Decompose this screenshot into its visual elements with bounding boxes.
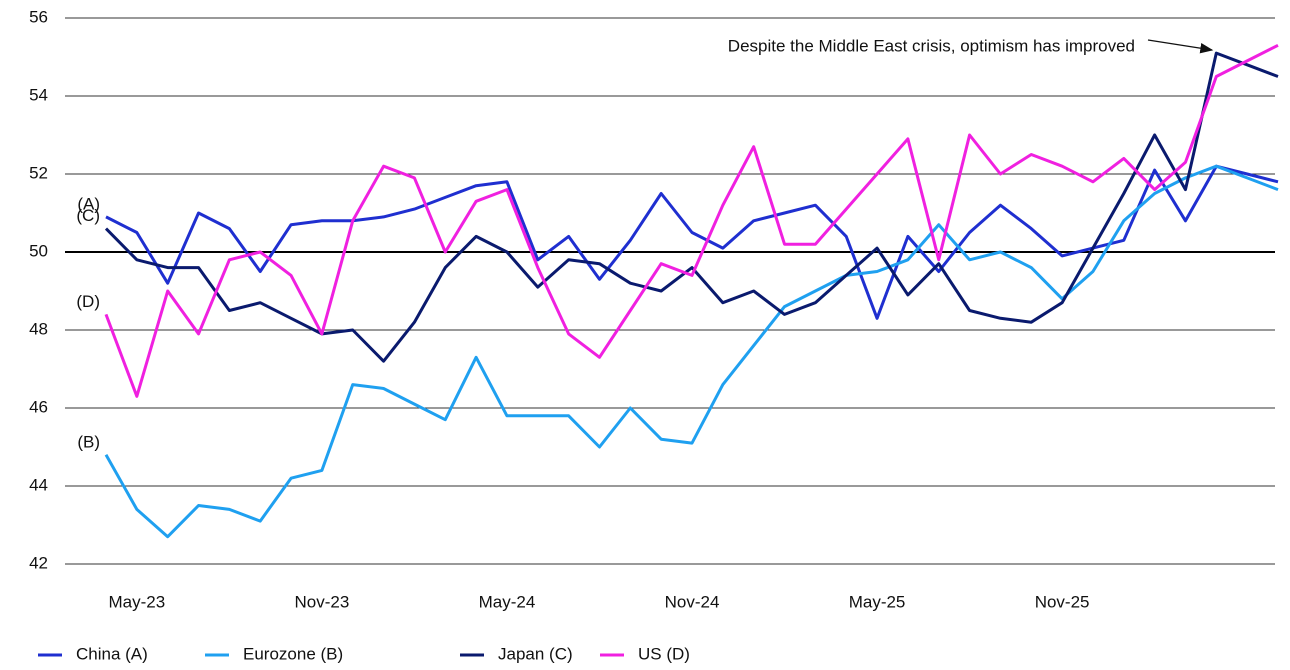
series-line — [105, 164, 1279, 320]
series-line — [104, 51, 1279, 363]
y-tick-label: 44 — [29, 475, 48, 494]
series-tag: (C) — [76, 206, 100, 225]
y-tick-label: 48 — [29, 319, 48, 338]
legend-label: US (D) — [638, 644, 690, 663]
x-tick-label: Nov-24 — [665, 592, 720, 611]
y-tick-label: 52 — [29, 163, 48, 182]
y-tick-label: 42 — [29, 553, 48, 572]
x-tick-label: Nov-25 — [1035, 592, 1090, 611]
x-tick-label: Nov-23 — [294, 592, 349, 611]
x-tick-label: May-25 — [849, 592, 906, 611]
y-tick-label: 54 — [29, 85, 48, 104]
series-tag: (B) — [77, 432, 100, 451]
series-line — [104, 164, 1279, 539]
legend-label: China (A) — [76, 644, 148, 663]
x-tick-label: May-24 — [479, 592, 536, 611]
annotation: Despite the Middle East crisis, optimism… — [728, 36, 1135, 55]
series-tag: (A) — [77, 194, 100, 213]
y-tick-label: 50 — [29, 241, 48, 260]
series-line — [104, 43, 1279, 398]
series-tag: (D) — [76, 292, 100, 311]
x-tick-label: May-23 — [108, 592, 165, 611]
y-tick-label: 56 — [29, 7, 48, 26]
legend-label: Eurozone (B) — [243, 644, 343, 663]
annotation-arrow — [1147, 39, 1214, 54]
y-tick-label: 46 — [29, 397, 48, 416]
legend-label: Japan (C) — [498, 644, 573, 663]
